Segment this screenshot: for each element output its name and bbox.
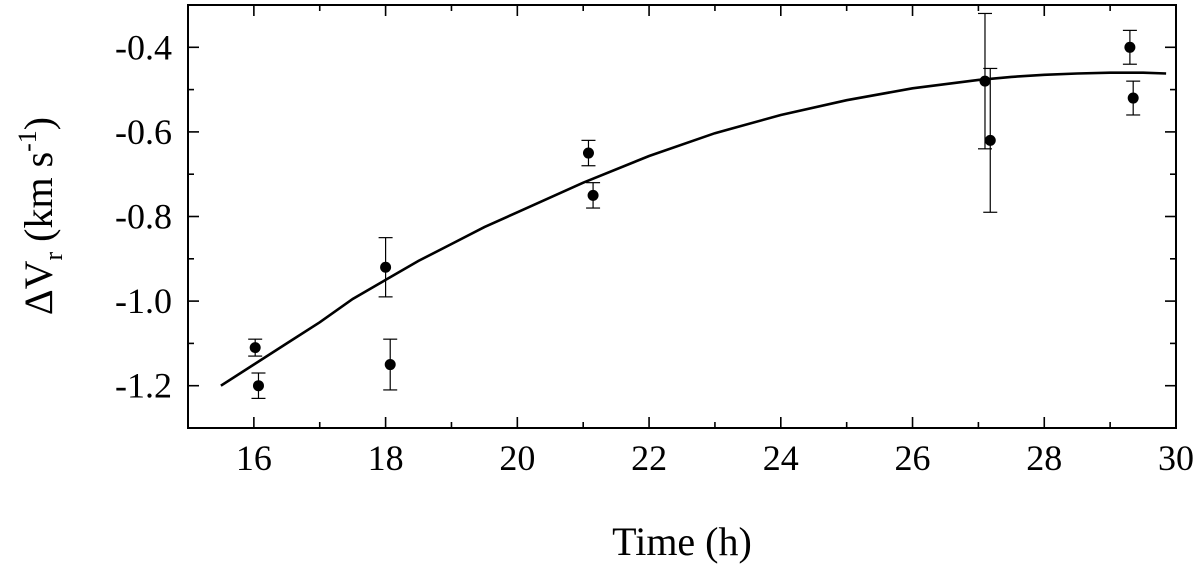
y-tick-label: -1.2 <box>115 366 172 406</box>
x-axis-title: Time (h) <box>612 519 752 564</box>
y-tick-label: -1.0 <box>115 281 172 321</box>
y-axis-title: ΔVr (km s-1) <box>13 117 68 315</box>
data-point <box>979 75 991 87</box>
y-tick-labels: -0.4 -0.6 -0.8 -1.0 -1.2 <box>115 27 172 405</box>
data-point <box>984 134 996 146</box>
data-point <box>249 342 261 354</box>
data-point <box>1127 92 1139 104</box>
x-tick-label: 24 <box>763 438 799 478</box>
x-tick-label: 30 <box>1158 438 1194 478</box>
y-axis-title-prefix: ΔV <box>16 260 61 315</box>
y-tick-label: -0.8 <box>115 197 172 237</box>
axis-ticks <box>187 4 1177 429</box>
data-point <box>587 189 599 201</box>
y-tick-label: -0.4 <box>115 27 172 67</box>
fit-curve <box>220 71 1167 387</box>
data-series <box>220 12 1167 399</box>
plot-frame <box>187 4 1177 429</box>
x-tick-label: 22 <box>631 438 667 478</box>
y-tick-label: -0.6 <box>115 112 172 152</box>
x-tick-label: 18 <box>368 438 404 478</box>
data-point <box>380 261 392 273</box>
data-point <box>582 147 594 159</box>
y-axis-title-subscript: r <box>39 252 68 261</box>
data-point <box>252 380 264 392</box>
x-tick-label: 28 <box>1026 438 1062 478</box>
y-axis-title-unit-open: (km s <box>16 152 61 252</box>
x-tick-label: 20 <box>499 438 535 478</box>
x-tick-labels: 16 18 20 22 24 26 28 30 <box>236 438 1194 478</box>
y-axis-title-unit-close: ) <box>16 117 61 130</box>
x-tick-label: 16 <box>236 438 272 478</box>
y-axis-title-superscript: -1 <box>13 130 42 152</box>
data-point <box>384 359 396 371</box>
data-point <box>1124 41 1136 53</box>
x-tick-label: 26 <box>895 438 931 478</box>
